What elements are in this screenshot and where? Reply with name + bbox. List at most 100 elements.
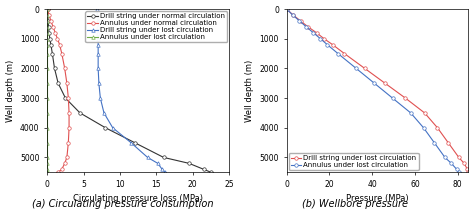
Annulus under normal circulation	[55, 171, 61, 173]
Drill string under lost circulation	[298, 20, 303, 22]
Annulus under lost circulation	[297, 20, 302, 22]
Annulus under lost circulation	[45, 156, 50, 159]
Annulus under lost circulation	[318, 37, 323, 40]
Drill string under lost circulation	[95, 37, 101, 40]
Annulus under normal circulation	[57, 43, 63, 46]
Drill string under normal circulation	[46, 20, 51, 22]
Annulus under lost circulation	[421, 126, 427, 129]
Annulus under lost circulation	[45, 112, 50, 114]
Drill string under lost circulation	[95, 67, 101, 70]
Annulus under normal circulation	[62, 67, 68, 70]
Annulus under normal circulation	[65, 141, 71, 144]
Annulus under lost circulation	[45, 26, 50, 28]
Annulus under lost circulation	[45, 52, 50, 55]
Drill string under normal circulation	[132, 141, 137, 144]
Drill string under normal circulation	[52, 67, 57, 70]
Annulus under lost circulation	[442, 156, 448, 159]
Annulus under lost circulation	[372, 82, 377, 84]
Annulus under normal circulation	[62, 162, 68, 165]
X-axis label: Pressure (MPa): Pressure (MPa)	[346, 194, 409, 203]
Annulus under lost circulation	[290, 14, 295, 16]
Line: Drill string under lost circulation: Drill string under lost circulation	[95, 7, 167, 174]
Drill string under lost circulation	[305, 26, 311, 28]
Annulus under normal circulation	[53, 32, 58, 34]
Drill string under lost circulation	[445, 141, 451, 144]
Annulus under lost circulation	[45, 20, 50, 22]
Drill string under lost circulation	[95, 43, 101, 46]
Annulus under normal circulation	[65, 97, 71, 99]
Line: Annulus under lost circulation: Annulus under lost circulation	[285, 7, 461, 174]
Annulus under lost circulation	[353, 67, 359, 70]
Drill string under normal circulation	[186, 162, 192, 165]
Drill string under lost circulation	[145, 156, 150, 159]
Drill string under lost circulation	[128, 141, 134, 144]
Line: Annulus under lost circulation: Annulus under lost circulation	[46, 7, 49, 174]
Drill string under lost circulation	[402, 97, 408, 99]
Drill string under normal circulation	[55, 82, 61, 84]
Line: Annulus under normal circulation: Annulus under normal circulation	[46, 7, 71, 174]
Drill string under lost circulation	[362, 67, 367, 70]
Legend: Drill string under lost circulation, Annulus under lost circulation: Drill string under lost circulation, Ann…	[289, 153, 419, 170]
Annulus under lost circulation	[303, 26, 309, 28]
Text: (b) Wellbore pressure: (b) Wellbore pressure	[302, 199, 409, 209]
Annulus under normal circulation	[45, 8, 50, 10]
X-axis label: Circulating pressure loss (MPa): Circulating pressure loss (MPa)	[73, 194, 203, 203]
Drill string under lost circulation	[95, 26, 101, 28]
Annulus under lost circulation	[431, 141, 437, 144]
Annulus under lost circulation	[45, 14, 50, 16]
Drill string under normal circulation	[45, 8, 50, 10]
Drill string under lost circulation	[456, 156, 462, 159]
Drill string under lost circulation	[101, 112, 107, 114]
Drill string under normal circulation	[102, 126, 108, 129]
Annulus under normal circulation	[59, 168, 64, 171]
Annulus under lost circulation	[45, 32, 50, 34]
Annulus under lost circulation	[335, 52, 341, 55]
Annulus under lost circulation	[45, 82, 50, 84]
Annulus under lost circulation	[448, 162, 454, 165]
Drill string under normal circulation	[45, 14, 51, 16]
Annulus under lost circulation	[45, 97, 50, 99]
Drill string under lost circulation	[284, 8, 290, 10]
Annulus under lost circulation	[45, 126, 50, 129]
Annulus under normal circulation	[66, 112, 72, 114]
Drill string under normal circulation	[46, 26, 51, 28]
Annulus under lost circulation	[45, 162, 50, 165]
Text: (a) Circulating pressure consumption: (a) Circulating pressure consumption	[33, 199, 214, 209]
Drill string under normal circulation	[208, 171, 214, 173]
Annulus under normal circulation	[64, 82, 70, 84]
Annulus under lost circulation	[310, 32, 316, 34]
Drill string under lost circulation	[95, 20, 101, 22]
Drill string under lost circulation	[95, 32, 101, 34]
Drill string under lost circulation	[290, 14, 296, 16]
Line: Drill string under lost circulation: Drill string under lost circulation	[285, 7, 470, 174]
Legend: Drill string under normal circulation, Annulus under normal circulation, Drill s: Drill string under normal circulation, A…	[85, 11, 227, 42]
Drill string under lost circulation	[314, 32, 319, 34]
Line: Drill string under normal circulation: Drill string under normal circulation	[46, 7, 213, 174]
Drill string under lost circulation	[382, 82, 388, 84]
Drill string under normal circulation	[77, 112, 83, 114]
Drill string under normal circulation	[161, 156, 166, 159]
Annulus under lost circulation	[45, 168, 50, 171]
Annulus under normal circulation	[48, 20, 54, 22]
Drill string under normal circulation	[201, 168, 207, 171]
Annulus under normal circulation	[64, 156, 70, 159]
Drill string under lost circulation	[162, 171, 168, 173]
Drill string under lost circulation	[342, 52, 347, 55]
Annulus under lost circulation	[454, 168, 459, 171]
Annulus under normal circulation	[50, 26, 56, 28]
Annulus under lost circulation	[45, 43, 50, 46]
Annulus under normal circulation	[55, 37, 60, 40]
Drill string under lost circulation	[461, 162, 467, 165]
Annulus under lost circulation	[45, 141, 50, 144]
Annulus under lost circulation	[284, 8, 290, 10]
Annulus under lost circulation	[45, 8, 50, 10]
Drill string under lost circulation	[95, 52, 101, 55]
Annulus under lost circulation	[45, 37, 50, 40]
Annulus under lost circulation	[456, 171, 462, 173]
Drill string under lost circulation	[422, 112, 428, 114]
Drill string under lost circulation	[95, 14, 100, 16]
Drill string under normal circulation	[47, 37, 53, 40]
Annulus under normal circulation	[66, 126, 72, 129]
Drill string under normal circulation	[46, 32, 52, 34]
Annulus under lost circulation	[45, 171, 50, 173]
